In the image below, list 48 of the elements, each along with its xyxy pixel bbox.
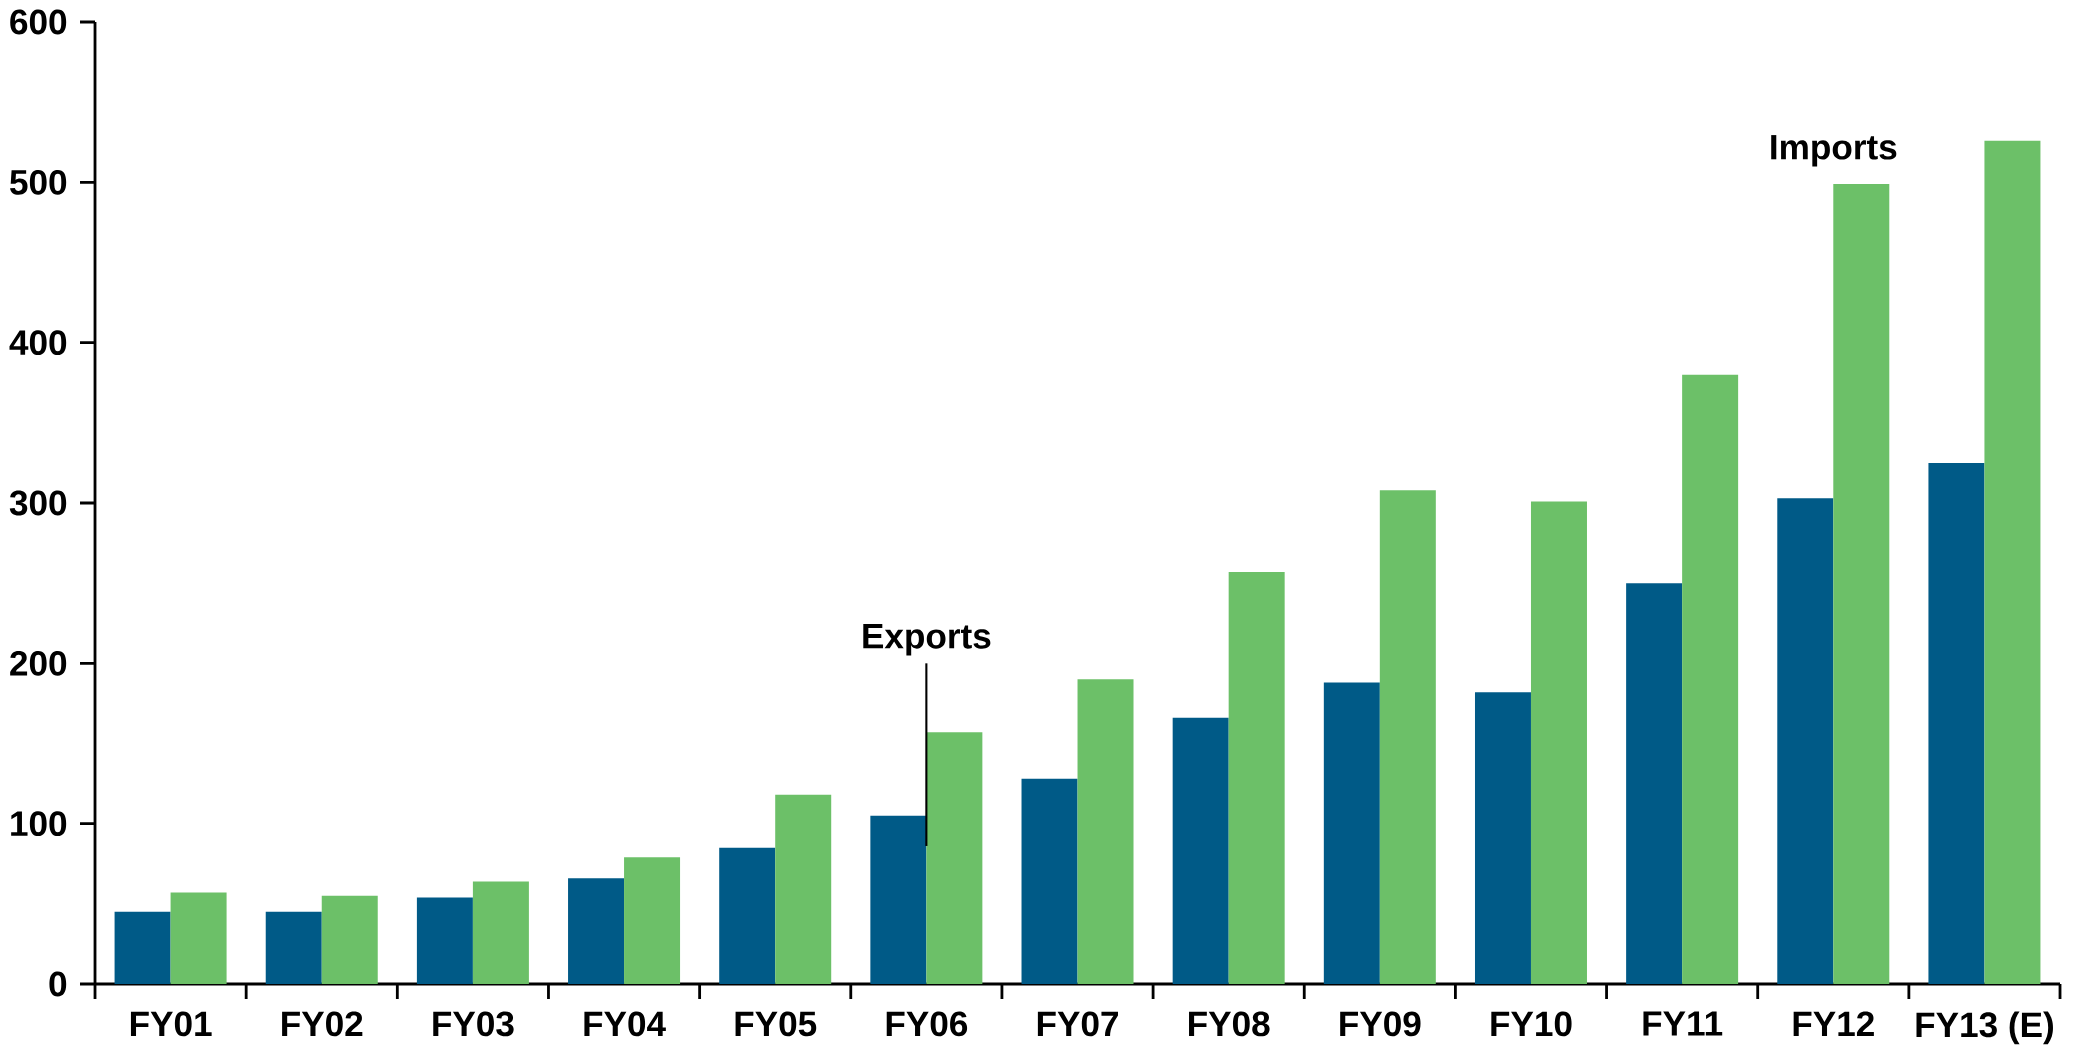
- y-tick-label: 0: [49, 971, 67, 997]
- bar: [870, 815, 927, 984]
- y-tick-label: 200: [10, 650, 67, 676]
- y-tick-label: 300: [9, 490, 67, 516]
- y-tick-label: 600: [10, 9, 67, 35]
- x-tick-label: FY03: [433, 1011, 514, 1037]
- y-tick-label: 100: [11, 811, 67, 837]
- bar: [472, 881, 529, 984]
- bar: [1928, 462, 1985, 984]
- bar: [1777, 498, 1834, 984]
- bar: [321, 895, 378, 984]
- bar: [1228, 571, 1285, 984]
- bar: [1984, 140, 2041, 984]
- x-tick-label: FY05: [735, 1011, 817, 1037]
- bar: [416, 897, 473, 984]
- bar: [719, 847, 776, 984]
- bar: [1530, 501, 1587, 984]
- x-tick-label: FY02: [282, 1011, 363, 1037]
- x-tick-label: FY08: [1189, 1011, 1270, 1037]
- bar: [926, 732, 983, 984]
- bar: [568, 878, 625, 984]
- x-tick-label: FY01: [130, 1011, 212, 1037]
- bar: [1021, 778, 1078, 984]
- bar: [624, 857, 681, 984]
- bar: [775, 794, 832, 984]
- bar: [1077, 679, 1134, 984]
- x-tick-label: FY07: [1037, 1011, 1118, 1037]
- x-tick-label: FY11: [1643, 1011, 1723, 1036]
- bar: [1833, 183, 1890, 984]
- bar: [1626, 583, 1683, 984]
- bar: [1474, 692, 1531, 984]
- bar: [114, 911, 171, 984]
- x-tick-label: FY09: [1340, 1011, 1421, 1037]
- x-tick-label: FY13 (E): [1916, 1011, 2053, 1045]
- bar: [265, 911, 322, 984]
- y-tick-label: 400: [9, 330, 67, 356]
- x-tick-label: FY04: [584, 1011, 666, 1037]
- series-label: Imports: [1771, 135, 1897, 167]
- x-tick-label: FY10: [1491, 1011, 1572, 1037]
- bar: [1323, 682, 1380, 984]
- bar: [170, 892, 227, 984]
- x-tick-label: FY12: [1793, 1011, 1874, 1036]
- bar: [1379, 490, 1436, 984]
- x-tick-label: FY06: [886, 1011, 968, 1037]
- bar: [1682, 374, 1739, 984]
- bar: [1172, 717, 1229, 984]
- y-tick-label: 500: [10, 169, 67, 195]
- text: Exports: [863, 624, 991, 656]
